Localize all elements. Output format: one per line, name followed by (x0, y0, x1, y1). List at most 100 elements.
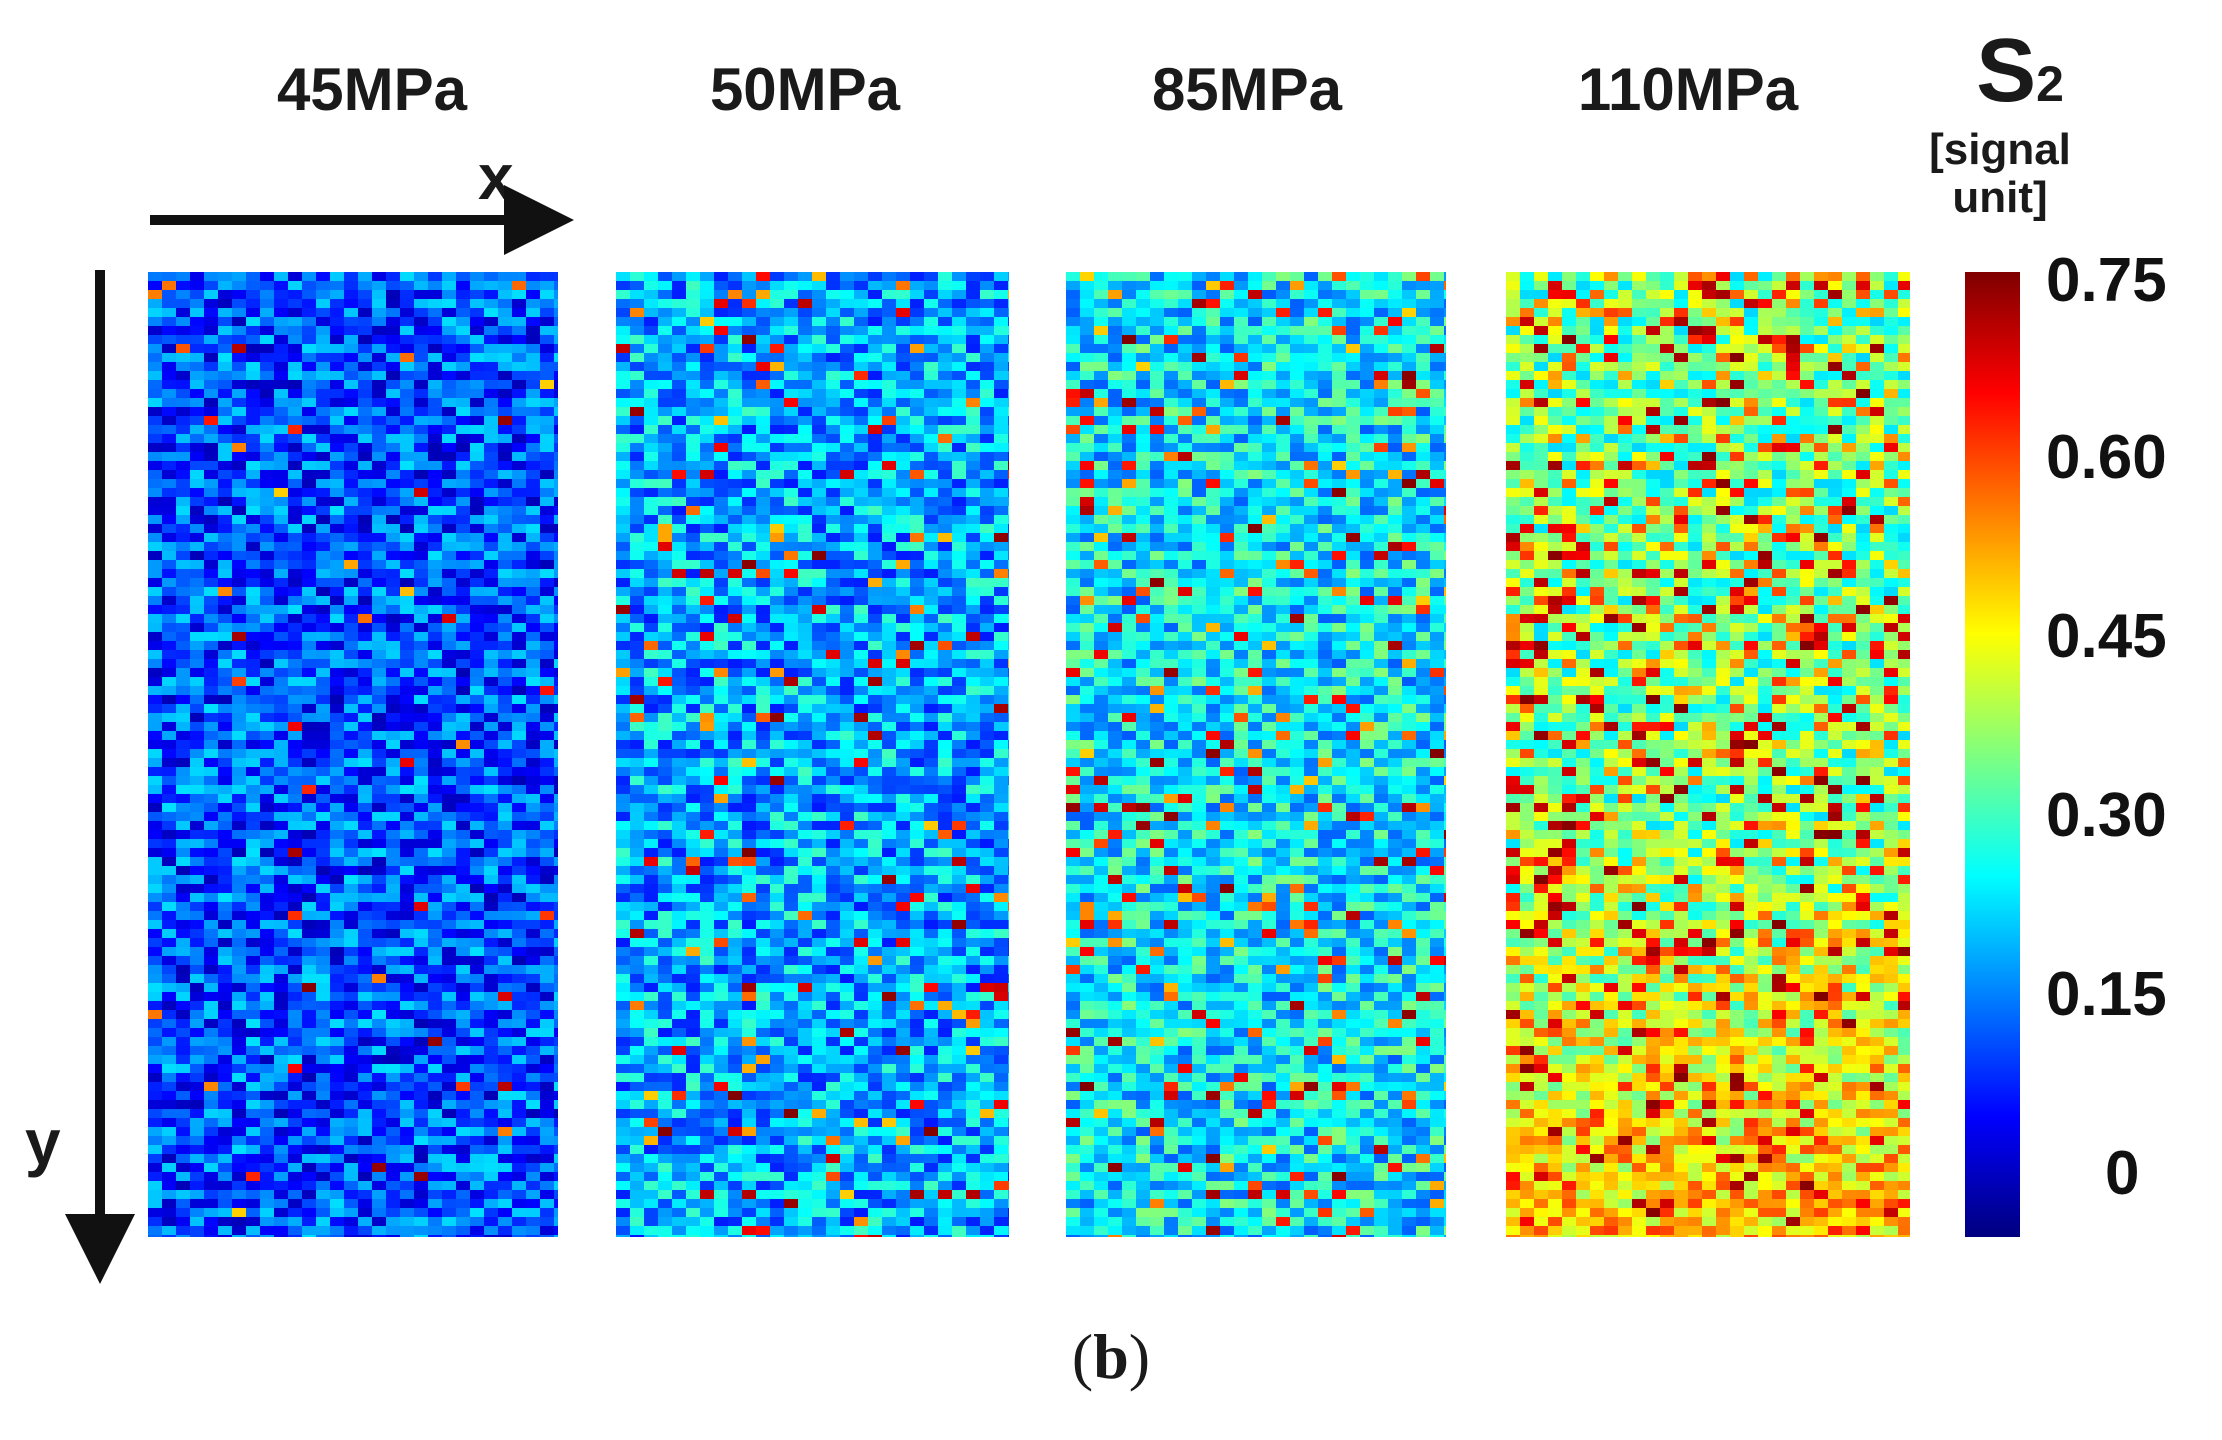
heatmap-cell (966, 641, 981, 651)
heatmap-cell (176, 866, 191, 876)
heatmap-cell (176, 1145, 191, 1155)
heatmap-cell (742, 371, 757, 381)
heatmap-cell (414, 983, 429, 993)
heatmap-cell (484, 947, 499, 957)
heatmap-cell (232, 758, 247, 768)
heatmap-cell (554, 839, 558, 849)
heatmap-cell (260, 434, 275, 444)
heatmap-cell (148, 704, 163, 714)
heatmap-cell (148, 731, 163, 741)
heatmap-cell (484, 1001, 499, 1011)
heatmap-cell (938, 389, 953, 399)
heatmap-cell (526, 452, 541, 462)
heatmap-cell (190, 1199, 205, 1209)
heatmap-cell (540, 632, 555, 642)
heatmap-cell (526, 389, 541, 399)
heatmap-cell (630, 623, 645, 633)
heatmap-cell (260, 623, 275, 633)
heatmap-cell (316, 821, 331, 831)
heatmap-cell (700, 380, 715, 390)
heatmap-cell (470, 659, 485, 669)
heatmap-cell (616, 434, 631, 444)
heatmap-cell (686, 749, 701, 759)
heatmap-cell (854, 416, 869, 426)
heatmap-cell (400, 380, 415, 390)
heatmap-cell (428, 659, 443, 669)
heatmap-cell (812, 362, 827, 372)
heatmap-cell (316, 1199, 331, 1209)
heatmap-cell (784, 758, 799, 768)
heatmap-cell (358, 596, 373, 606)
heatmap-cell (644, 299, 659, 309)
heatmap-cell (456, 1010, 471, 1020)
heatmap-cell (540, 542, 555, 552)
heatmap-cell (456, 335, 471, 345)
heatmap-cell (540, 911, 555, 921)
heatmap-cell (330, 929, 345, 939)
heatmap-cell (812, 389, 827, 399)
heatmap-cell (218, 884, 233, 894)
heatmap-cell (204, 389, 219, 399)
heatmap-cell (896, 542, 911, 552)
heatmap-cell (840, 281, 855, 291)
heatmap-cell (302, 668, 317, 678)
heatmap-cell (288, 1208, 303, 1218)
heatmap-cell (498, 614, 513, 624)
heatmap-cell (742, 398, 757, 408)
heatmap-cell (246, 461, 261, 471)
heatmap-cell (484, 542, 499, 552)
heatmap-cell (686, 704, 701, 714)
heatmap-cell (414, 623, 429, 633)
heatmap-cell (910, 551, 925, 561)
heatmap-cell (540, 299, 555, 309)
heatmap-cell (302, 587, 317, 597)
heatmap-cell (302, 1055, 317, 1065)
heatmap-cell (714, 596, 729, 606)
heatmap-cell (554, 290, 558, 300)
heatmap-cell (470, 911, 485, 921)
heatmap-cell (924, 605, 939, 615)
heatmap-cell (344, 749, 359, 759)
heatmap-cell (966, 560, 981, 570)
heatmap-cell (470, 1154, 485, 1164)
heatmap-cell (470, 560, 485, 570)
heatmap-cell (400, 758, 415, 768)
heatmap-cell (442, 299, 457, 309)
heatmap-cell (246, 1154, 261, 1164)
heatmap-cell (400, 272, 415, 282)
heatmap-cell (456, 839, 471, 849)
heatmap-cell (672, 542, 687, 552)
heatmap-cell (742, 524, 757, 534)
heatmap-cell (288, 650, 303, 660)
heatmap-cell (756, 389, 771, 399)
heatmap-cell (372, 767, 387, 777)
heatmap-cell (826, 425, 841, 435)
heatmap-cell (246, 650, 261, 660)
heatmap-cell (204, 398, 219, 408)
heatmap-cell (512, 1118, 527, 1128)
heatmap-cell (512, 983, 527, 993)
heatmap-cell (616, 785, 631, 795)
heatmap-cell (784, 488, 799, 498)
heatmap-cell (316, 695, 331, 705)
heatmap-cell (910, 479, 925, 489)
heatmap-cell (344, 722, 359, 732)
heatmap-cell (302, 749, 317, 759)
heatmap-cell (784, 434, 799, 444)
heatmap-cell (700, 479, 715, 489)
heatmap-cell (316, 425, 331, 435)
heatmap-cell (512, 614, 527, 624)
heatmap-cell (442, 632, 457, 642)
heatmap-cell (204, 839, 219, 849)
heatmap-cell (630, 434, 645, 444)
colorbar-unit-line-2: unit] (1952, 173, 2048, 223)
heatmap-cell (630, 290, 645, 300)
heatmap-cell (882, 506, 897, 516)
heatmap-cell (442, 452, 457, 462)
heatmap-cell (700, 461, 715, 471)
heatmap-cell (1008, 668, 1009, 678)
heatmap-cell (246, 1064, 261, 1074)
heatmap-cell (868, 434, 883, 444)
heatmap-cell (798, 407, 813, 417)
heatmap-cell (770, 317, 785, 327)
